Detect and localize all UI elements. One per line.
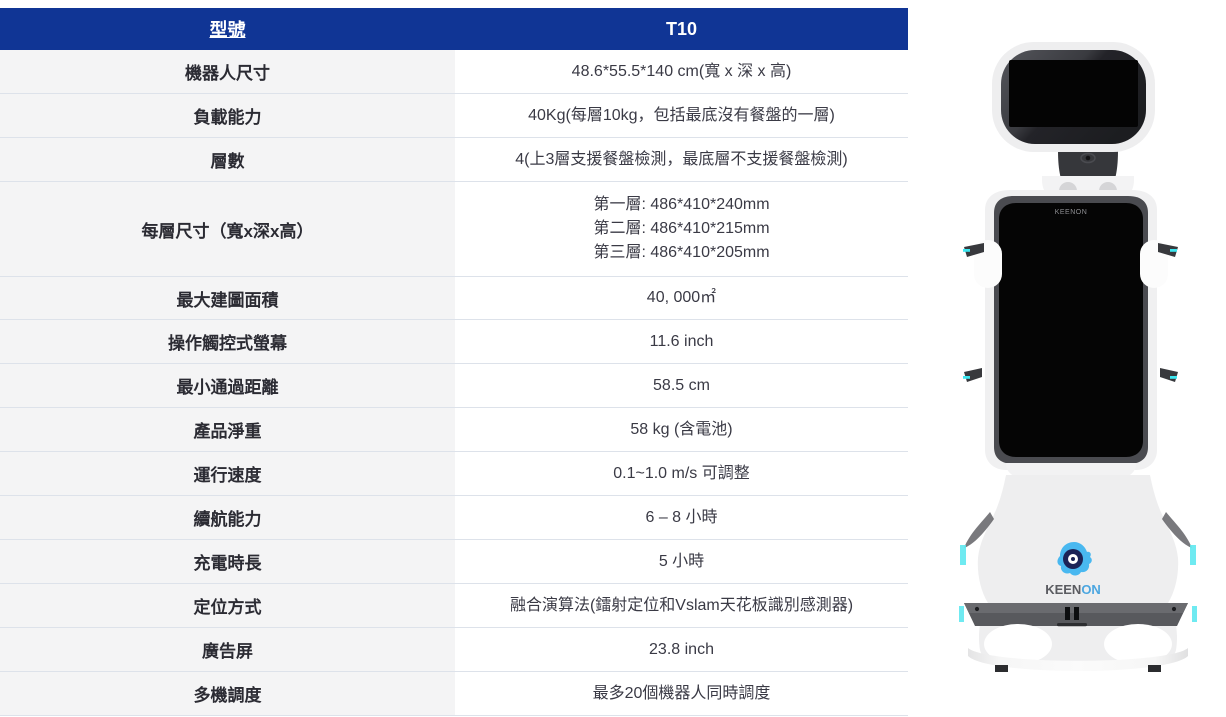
svg-text:KEENON: KEENON bbox=[1045, 582, 1101, 597]
svg-text:KEENON: KEENON bbox=[1055, 209, 1088, 216]
